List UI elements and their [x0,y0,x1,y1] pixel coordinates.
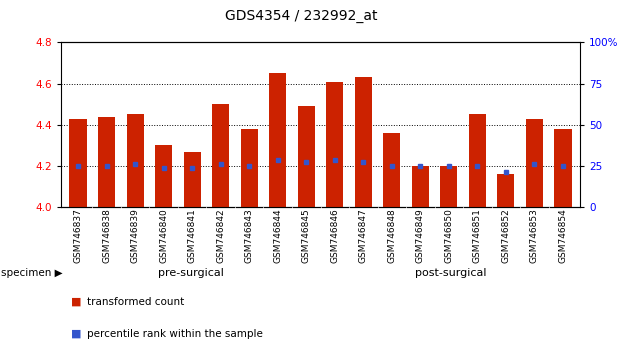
Bar [383,133,401,207]
Bar [354,78,372,207]
Text: GSM746843: GSM746843 [245,208,254,263]
Text: GSM746844: GSM746844 [273,208,282,263]
Bar [440,166,458,207]
Text: GSM746841: GSM746841 [188,208,197,263]
Text: GSM746849: GSM746849 [416,208,425,263]
Bar [297,106,315,207]
Bar [98,116,115,207]
Text: GSM746847: GSM746847 [359,208,368,263]
Bar [412,166,429,207]
Text: specimen ▶: specimen ▶ [1,268,63,279]
Text: transformed count: transformed count [87,297,184,307]
Text: post-surgical: post-surgical [415,268,486,279]
Bar [212,104,229,207]
Bar [269,73,287,207]
Bar [155,145,172,207]
Text: GSM746852: GSM746852 [501,208,510,263]
Text: GSM746839: GSM746839 [131,208,140,263]
Text: GSM746853: GSM746853 [530,208,539,263]
Text: GSM746845: GSM746845 [302,208,311,263]
Text: GSM746840: GSM746840 [159,208,168,263]
Text: GSM746842: GSM746842 [216,208,225,263]
Bar [554,129,572,207]
Text: GSM746837: GSM746837 [74,208,83,263]
Bar [469,114,486,207]
Bar [526,119,543,207]
Text: ■: ■ [71,329,81,339]
Bar [69,119,87,207]
Text: GDS4354 / 232992_at: GDS4354 / 232992_at [225,9,378,23]
Bar [497,174,515,207]
Bar [240,129,258,207]
Text: percentile rank within the sample: percentile rank within the sample [87,329,262,339]
Bar [126,114,144,207]
Text: GSM746848: GSM746848 [387,208,396,263]
Text: GSM746838: GSM746838 [102,208,111,263]
Text: GSM746850: GSM746850 [444,208,453,263]
Text: pre-surgical: pre-surgical [158,268,224,279]
Bar [183,152,201,207]
Text: GSM746851: GSM746851 [473,208,482,263]
Bar [326,81,344,207]
Text: GSM746854: GSM746854 [558,208,567,263]
Text: GSM746846: GSM746846 [330,208,339,263]
Text: ■: ■ [71,297,81,307]
